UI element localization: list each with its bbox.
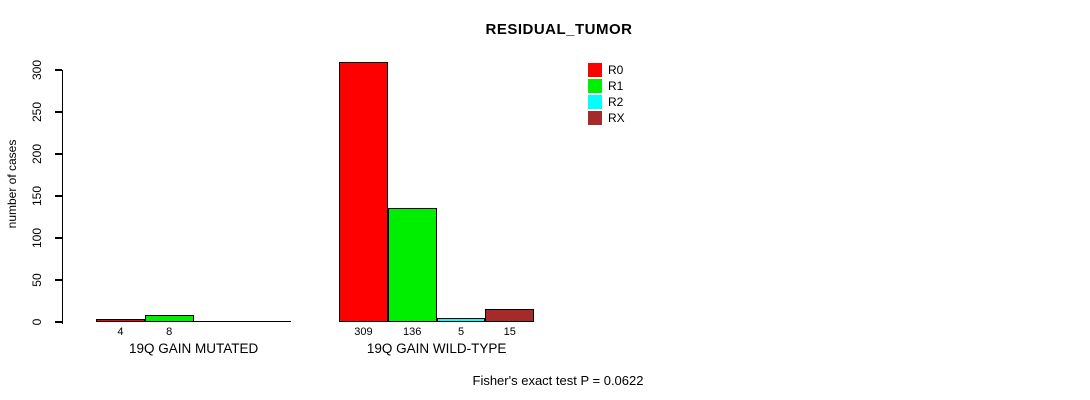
y-axis-tick-label: 0: [30, 318, 44, 326]
legend-item-r2: R2: [588, 94, 625, 110]
y-axis-tick: [54, 279, 62, 281]
bar-value-label: 5: [457, 326, 465, 338]
group-baseline: [96, 320, 292, 322]
y-axis-tick: [54, 69, 62, 71]
legend-label-r2: R2: [608, 95, 624, 109]
bar-r1-2: [387, 207, 437, 322]
legend-item-rx: RX: [588, 110, 625, 126]
legend: R0 R1 R2 RX: [588, 62, 625, 126]
y-axis-tick-label: 150: [30, 185, 44, 207]
fisher-test-annotation: Fisher's exact test P = 0.0622: [472, 373, 644, 388]
legend-label-rx: RX: [608, 111, 625, 125]
bar-r1-1: [144, 315, 194, 322]
bar-value-label: 4: [117, 326, 124, 338]
y-axis-tick: [54, 195, 62, 197]
legend-swatch-r0: [588, 63, 602, 77]
bar-r0-2: [339, 62, 388, 322]
y-axis-tick-label: 50: [30, 273, 44, 287]
y-axis-tick-label: 300: [30, 59, 44, 81]
legend-swatch-r2: [588, 95, 602, 109]
y-axis-tick: [54, 153, 62, 155]
y-axis-tick-label: 200: [30, 143, 44, 165]
legend-swatch-rx: [588, 111, 602, 125]
bar-r2-2: [436, 317, 486, 322]
y-axis-tick: [54, 237, 62, 239]
bar-value-label: 15: [503, 326, 516, 338]
bar-value-label: 8: [166, 326, 173, 338]
y-axis-tick-label: 100: [30, 227, 44, 249]
legend-swatch-r1: [588, 79, 602, 93]
legend-item-r0: R0: [588, 62, 625, 78]
chart-title: RESIDUAL_TUMOR: [485, 21, 633, 38]
bar-rx-2: [485, 309, 535, 322]
legend-label-r0: R0: [608, 63, 624, 77]
x-axis-category-label: 19Q GAIN MUTATED: [128, 341, 259, 356]
y-axis-line: [61, 70, 63, 324]
bar-value-label: 309: [354, 326, 373, 338]
x-axis-category-label: 19Q GAIN WILD-TYPE: [366, 341, 507, 356]
legend-item-r1: R1: [588, 78, 625, 94]
y-axis-tick: [54, 111, 62, 113]
bar-value-label: 136: [403, 326, 422, 338]
legend-label-r1: R1: [608, 79, 624, 93]
y-axis-tick-label: 250: [30, 101, 44, 123]
bar-r0-1: [96, 318, 145, 322]
y-axis-tick: [54, 321, 62, 323]
